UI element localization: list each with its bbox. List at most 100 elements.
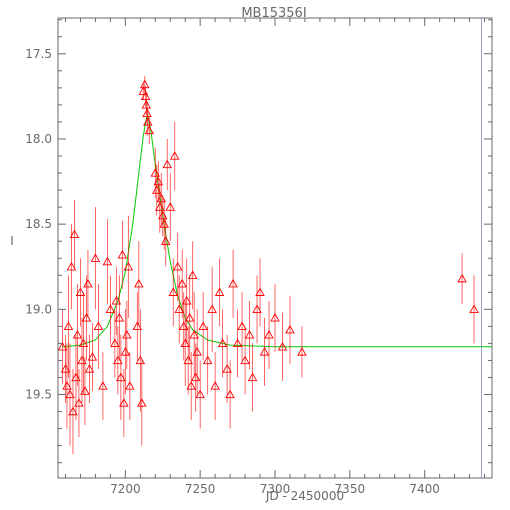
data-point-73 — [202, 355, 213, 365]
data-point-26 — [113, 355, 123, 365]
data-point-75 — [210, 381, 220, 390]
x-tick-label-0: 7200 — [110, 482, 141, 496]
data-point-94 — [457, 273, 467, 283]
data-point-27 — [114, 312, 125, 322]
data-point-32 — [122, 329, 132, 339]
y-tick-label-0: 17.5 — [25, 47, 52, 61]
data-point-88 — [259, 346, 270, 356]
data-point-8 — [71, 372, 81, 382]
data-point-5 — [66, 261, 77, 271]
data-point-30 — [119, 398, 129, 407]
data-point-72 — [198, 321, 208, 331]
y-axis-label: I — [10, 234, 14, 248]
plot-frame — [57, 17, 493, 479]
data-point-15 — [81, 312, 92, 322]
data-point-95 — [469, 304, 479, 313]
data-point-84 — [244, 329, 255, 339]
data-point-69 — [190, 372, 201, 382]
data-point-34 — [125, 381, 135, 390]
data-point-37 — [135, 355, 146, 365]
data-point-46 — [150, 168, 161, 177]
data-point-13 — [78, 338, 89, 348]
x-tick-label-2: 7300 — [260, 482, 291, 496]
data-point-70 — [192, 346, 202, 356]
data-point-79 — [225, 389, 235, 399]
data-point-61 — [178, 321, 189, 331]
data-point-3 — [63, 321, 74, 331]
data-point-52 — [159, 219, 170, 228]
data-point-53 — [160, 236, 171, 245]
data-point-45 — [144, 125, 155, 135]
plot-content — [58, 18, 492, 478]
data-point-11 — [75, 287, 86, 296]
data-point-59 — [174, 304, 184, 313]
data-point-58 — [172, 261, 183, 271]
y-tick-label-2: 18.5 — [25, 217, 52, 231]
data-point-36 — [134, 278, 144, 288]
data-point-83 — [240, 355, 250, 365]
data-point-16 — [83, 278, 93, 288]
data-point-43 — [142, 108, 152, 118]
data-point-67 — [187, 270, 198, 279]
data-point-91 — [277, 341, 288, 351]
x-tick-label-4: 7400 — [409, 482, 440, 496]
data-point-23 — [105, 304, 116, 313]
data-point-77 — [217, 338, 228, 348]
data-point-7 — [69, 229, 80, 239]
data-point-65 — [184, 312, 195, 322]
data-point-68 — [189, 329, 199, 339]
data-point-57 — [169, 151, 180, 160]
y-tick-label-1: 18.0 — [25, 132, 52, 146]
data-point-86 — [252, 304, 262, 313]
x-tick-label-3: 7350 — [335, 482, 366, 496]
data-point-12 — [77, 355, 87, 365]
data-point-0 — [58, 341, 68, 351]
data-point-80 — [228, 278, 238, 288]
data-point-90 — [270, 312, 280, 322]
data-point-85 — [247, 372, 258, 382]
data-point-71 — [195, 389, 205, 399]
data-point-74 — [207, 304, 217, 313]
data-point-60 — [177, 278, 187, 288]
data-point-64 — [183, 355, 193, 365]
data-point-4 — [65, 389, 75, 399]
data-point-51 — [157, 210, 168, 220]
data-point-10 — [74, 398, 84, 407]
data-point-1 — [60, 364, 71, 373]
data-point-29 — [117, 249, 128, 259]
data-point-48 — [153, 176, 164, 186]
data-point-92 — [285, 324, 295, 334]
data-point-41 — [140, 91, 151, 101]
data-point-33 — [123, 261, 134, 271]
data-point-14 — [80, 386, 90, 395]
data-point-38 — [137, 398, 147, 407]
x-axis-label: JD - 2450000 — [265, 489, 344, 503]
data-point-22 — [102, 256, 113, 266]
data-point-35 — [132, 321, 143, 331]
data-point-89 — [264, 329, 274, 339]
data-point-9 — [72, 329, 83, 339]
data-point-6 — [68, 406, 78, 416]
axes: 7200 7250 7300 7350 7400 17.5 18.0 18.5 19.0 19.5 — [25, 17, 493, 496]
data-point-21 — [98, 381, 108, 390]
data-point-93 — [297, 346, 307, 356]
data-point-82 — [237, 321, 247, 331]
data-point-25 — [111, 295, 122, 305]
data-point-19 — [90, 253, 101, 262]
data-point-66 — [186, 381, 196, 390]
data-point-54 — [162, 159, 173, 169]
data-point-50 — [156, 193, 167, 203]
data-point-81 — [232, 338, 243, 348]
data-point-2 — [62, 381, 72, 390]
chart-title: MB15356I — [241, 6, 306, 21]
data-point-17 — [84, 364, 95, 373]
data-point-78 — [222, 364, 232, 373]
data-point-20 — [93, 321, 104, 331]
data-point-87 — [255, 287, 265, 296]
y-tick-label-3: 19.0 — [25, 302, 52, 316]
data-point-55 — [165, 202, 176, 211]
data-point-18 — [87, 352, 98, 361]
data-point-62 — [180, 338, 190, 348]
x-tick-label-1: 7250 — [185, 482, 216, 496]
